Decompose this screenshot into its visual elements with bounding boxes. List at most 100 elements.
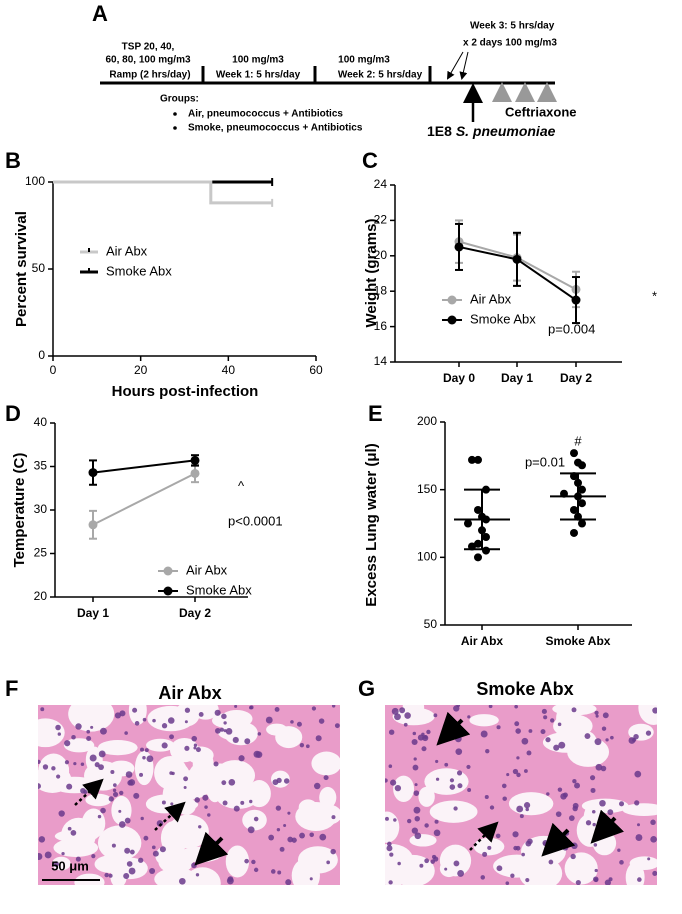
alveolus [79, 705, 99, 718]
nucleus [124, 731, 128, 735]
alveolus [393, 775, 415, 802]
nucleus [134, 721, 140, 726]
nucleus [233, 805, 240, 812]
nucleus [249, 799, 253, 804]
nucleus [126, 861, 133, 867]
y-tick-label: 16 [374, 319, 388, 333]
nucleus [652, 870, 657, 876]
nucleus [574, 782, 581, 789]
nucleus [496, 725, 501, 730]
nucleus [391, 707, 399, 715]
nucleus [118, 809, 122, 813]
y-axis-label: Weight (grams) [363, 219, 380, 328]
nucleus [113, 783, 117, 787]
nucleus [169, 734, 174, 740]
nucleus [393, 818, 397, 822]
nucleus [55, 724, 61, 731]
alveolus [409, 834, 437, 847]
alveolus [97, 825, 142, 861]
nucleus [455, 748, 463, 755]
nucleus [502, 796, 507, 801]
panel-letter: C [362, 148, 378, 173]
nucleus [593, 877, 599, 883]
nucleus [221, 780, 227, 786]
alveolus [508, 792, 554, 816]
nucleus [482, 851, 488, 857]
nucleus [412, 731, 417, 736]
label: Ceftriaxone [505, 104, 577, 119]
nucleus [541, 708, 547, 715]
nucleus [467, 788, 472, 792]
y-tick-label: 200 [417, 414, 437, 428]
alveolus [184, 867, 221, 885]
panel-f: F Air Abx 50 μm [5, 676, 340, 885]
nucleus [183, 786, 187, 790]
nucleus [42, 764, 49, 770]
nucleus [112, 788, 117, 793]
nucleus [98, 750, 106, 758]
nucleus [619, 801, 625, 807]
nucleus [386, 841, 392, 847]
alveolus [564, 852, 598, 885]
nucleus [634, 800, 640, 806]
nucleus [397, 861, 401, 866]
nucleus [161, 742, 168, 749]
y-tick-label: 22 [374, 213, 388, 227]
x-tick-label: Day 1 [501, 371, 533, 385]
nucleus [91, 854, 96, 859]
x-tick-label: 20 [134, 363, 148, 377]
nucleus [414, 816, 420, 822]
legend-swatch [163, 566, 173, 576]
label: Smoke, pneumococcus + Antibiotics [188, 123, 363, 134]
nucleus [426, 729, 431, 735]
nucleus [279, 846, 285, 852]
nucleus [247, 826, 255, 834]
nucleus [305, 744, 310, 749]
nucleus [142, 717, 147, 722]
nucleus [112, 791, 119, 797]
nucleus [57, 732, 61, 736]
nucleus [555, 811, 562, 817]
nucleus [617, 848, 621, 852]
nucleus [411, 827, 418, 834]
nucleus [142, 755, 146, 760]
nucleus [514, 721, 520, 727]
survival-line [53, 180, 273, 205]
nucleus [253, 867, 259, 873]
nucleus [599, 799, 606, 807]
annotation: p<0.0001 [228, 513, 283, 528]
data-point [482, 546, 490, 555]
nucleus [244, 738, 251, 745]
nucleus [647, 857, 651, 861]
arrow [436, 711, 471, 746]
legend-label: Air Abx [186, 562, 228, 577]
nucleus [607, 809, 614, 816]
nucleus [456, 705, 461, 708]
annotation: * [652, 288, 657, 303]
nucleus [485, 748, 490, 754]
nucleus [506, 773, 510, 777]
nucleus [413, 806, 421, 814]
alveolus [146, 738, 175, 752]
nucleus [399, 707, 406, 714]
nucleus [285, 879, 292, 885]
nucleus [183, 776, 189, 782]
nucleus [214, 709, 221, 716]
legend-swatch [163, 586, 173, 596]
nucleus [407, 818, 412, 824]
nucleus [287, 836, 294, 843]
micrograph [385, 705, 657, 885]
y-tick-label: 20 [34, 589, 48, 603]
nucleus [204, 805, 208, 809]
alveolus [576, 813, 604, 847]
nucleus [394, 713, 401, 721]
nucleus [619, 860, 624, 865]
nucleus [283, 778, 290, 784]
nucleus [326, 860, 331, 865]
nucleus [512, 831, 519, 838]
nucleus [70, 830, 77, 836]
alveolus [63, 738, 95, 753]
nucleus [516, 772, 521, 778]
nucleus [152, 850, 159, 857]
y-tick-label: 50 [424, 617, 438, 631]
